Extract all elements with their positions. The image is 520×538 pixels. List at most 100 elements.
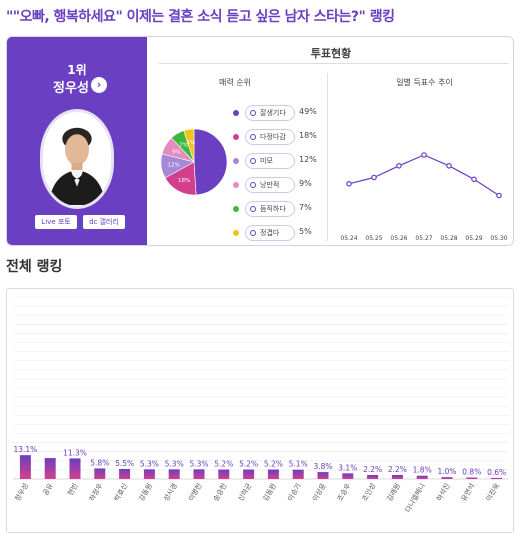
legend-swatch	[233, 110, 239, 116]
ranking-bar[interactable]	[44, 458, 56, 479]
category-label: 강동원	[137, 482, 154, 503]
divider	[327, 73, 328, 241]
bar-value-label: 5.2%	[214, 460, 233, 469]
winner-photo	[40, 109, 114, 209]
ranking-bar[interactable]	[69, 458, 81, 479]
legend-item[interactable]: 다정다감 18%	[233, 129, 325, 153]
legend-item[interactable]: 정겹다 5%	[233, 225, 325, 245]
chevron-right-icon[interactable]: ›	[91, 77, 107, 93]
bar-value-label: 2.2%	[363, 465, 382, 474]
bar-value-label: 5.3%	[140, 459, 159, 468]
overall-ranking-title: 전체 랭킹	[6, 259, 63, 275]
category-label: 송승헌	[212, 482, 229, 503]
bar-value-label: 1.0%	[437, 467, 456, 476]
bar-value-label: 5.2%	[264, 460, 283, 469]
bar-value-label: 5.8%	[90, 458, 109, 467]
legend-swatch	[233, 134, 239, 140]
legend-label[interactable]: 정겹다	[245, 225, 295, 241]
legend-value: 12%	[299, 155, 317, 164]
ranking-bar[interactable]	[441, 477, 453, 479]
bar-value-label: 13.1%	[13, 445, 37, 454]
category-label: 박효신	[112, 482, 129, 503]
legend-label[interactable]: 잘생기다	[245, 105, 295, 121]
category-label: 이병헌	[186, 482, 203, 503]
legend-label[interactable]: 듬직하다	[245, 201, 295, 217]
winner-rank: 1위	[67, 63, 87, 77]
winner-name[interactable]: 정우성	[53, 81, 89, 96]
legend-label[interactable]: 다정다감	[245, 129, 295, 145]
ranking-bar[interactable]	[416, 475, 428, 479]
pie-slice-label: 7%	[179, 142, 188, 148]
x-tick-label: 05.29	[465, 235, 482, 242]
ranking-bar[interactable]	[94, 468, 106, 479]
radio-icon	[250, 134, 256, 140]
legend-item[interactable]: 듬직하다 7%	[233, 201, 325, 225]
daily-votes-title: 일별 득표수 추이	[396, 78, 453, 87]
x-tick-label: 05.27	[415, 235, 432, 242]
legend-text: 낭만적	[260, 181, 280, 189]
line-point	[396, 162, 402, 169]
bar-value-label: 0.8%	[462, 468, 481, 477]
ranking-bar[interactable]	[342, 473, 354, 479]
category-label: 이진욱	[484, 481, 502, 503]
vote-summary-card: 1위 정우성 › Live 포토 dc 갤러리 투표현황 매력 순위 일별 득표…	[6, 36, 514, 246]
ranking-bar[interactable]	[491, 477, 503, 479]
ranking-bar[interactable]	[143, 469, 155, 479]
category-label: 이상윤	[310, 481, 328, 503]
radio-icon	[250, 206, 256, 212]
ranking-bar[interactable]	[391, 474, 403, 479]
category-label: 공유	[42, 482, 56, 498]
ranking-bar[interactable]	[119, 468, 131, 479]
bar-value-label: 1.8%	[413, 466, 432, 475]
ranking-bar[interactable]	[193, 469, 205, 479]
category-label: 하석진	[434, 482, 451, 503]
pie-slice	[183, 128, 195, 163]
ranking-bar[interactable]	[367, 474, 379, 479]
legend-value: 5%	[299, 227, 312, 236]
ranking-bar[interactable]	[243, 469, 255, 479]
line-point	[371, 174, 377, 181]
legend-value: 49%	[299, 107, 317, 116]
bar-value-label: 0.6%	[487, 468, 506, 477]
legend-label[interactable]: 낭만적	[245, 177, 295, 193]
live-photo-button[interactable]: Live 포토	[35, 215, 77, 229]
ranking-bar[interactable]	[466, 477, 478, 479]
legend-label[interactable]: 미모	[245, 153, 295, 169]
radio-icon	[250, 182, 256, 188]
line-point	[471, 176, 477, 183]
pie-legend: 잘생기다 49% 다정다감 18% 미모 12% 낭만적 9% 듬직하다 7% 정겹다 5%	[233, 105, 325, 245]
legend-item[interactable]: 미모 12%	[233, 153, 325, 177]
category-label: 조인성	[360, 482, 377, 503]
radio-icon	[250, 110, 256, 116]
pie-slice-label: 12%	[168, 163, 180, 169]
x-tick-label: 05.30	[490, 235, 507, 242]
ranking-bar[interactable]	[317, 472, 329, 479]
legend-text: 정겹다	[260, 229, 280, 237]
legend-item[interactable]: 잘생기다 49%	[233, 105, 325, 129]
category-label: 유연석	[459, 482, 476, 503]
legend-swatch	[233, 182, 239, 188]
pie-slice-label: 9%	[172, 150, 181, 156]
vote-status-title: 투표현황	[310, 47, 352, 60]
category-label: 김동완	[262, 482, 279, 503]
legend-text: 듬직하다	[260, 205, 286, 213]
x-tick-label: 05.26	[390, 235, 407, 242]
line-point	[346, 180, 352, 187]
x-tick-label: 05.25	[365, 235, 382, 242]
ranking-bar[interactable]	[218, 469, 230, 479]
daily-votes-line-chart: 05.24 05.25 05.26 05.27 05.28 05.29 05.30	[340, 152, 508, 242]
ranking-bar[interactable]	[168, 469, 180, 479]
line-point	[446, 162, 452, 169]
category-label: 조승우	[336, 482, 353, 503]
ranking-bar[interactable]	[19, 455, 31, 479]
gallery-button[interactable]: dc 갤러리	[83, 215, 125, 229]
legend-value: 9%	[299, 179, 312, 188]
bar-value-label: 5.3%	[165, 459, 184, 468]
pie-slice-label: 5%	[186, 140, 195, 146]
ranking-bar[interactable]	[292, 469, 304, 479]
ranking-bar[interactable]	[267, 469, 279, 479]
category-label: 신하균	[236, 481, 254, 503]
legend-text: 잘생기다	[260, 109, 286, 117]
pie-slice	[193, 128, 228, 196]
legend-item[interactable]: 낭만적 9%	[233, 177, 325, 201]
